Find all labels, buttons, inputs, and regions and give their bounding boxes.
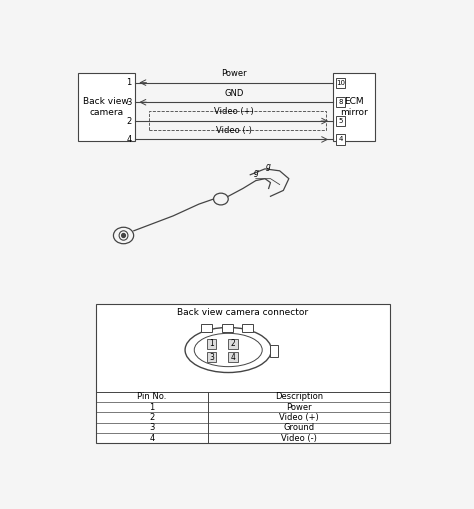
Bar [207,352,217,362]
Text: 4: 4 [230,353,236,361]
Bar [271,345,278,357]
Bar [78,73,135,142]
Text: 1: 1 [210,339,214,348]
Text: 4: 4 [149,434,155,442]
Text: Power: Power [286,403,311,412]
Bar [336,134,346,145]
Text: Pin No.: Pin No. [137,392,166,402]
Text: 5: 5 [338,118,343,124]
Bar [242,324,253,331]
Text: Back view camera connector: Back view camera connector [177,308,309,317]
Bar [149,111,326,130]
Bar [207,338,217,349]
Text: 3: 3 [209,353,214,361]
Text: Video (+): Video (+) [214,107,254,117]
Circle shape [122,234,125,237]
Bar [336,97,346,107]
Text: 3: 3 [149,423,155,432]
Bar [333,73,375,142]
Text: 2: 2 [127,117,132,126]
Text: 1: 1 [127,78,132,87]
Text: 1: 1 [149,403,155,412]
Text: g: g [266,162,271,171]
Text: Video (-): Video (-) [281,434,317,442]
Text: ECM
mirror: ECM mirror [340,97,368,117]
Text: Back view
camera: Back view camera [83,97,129,117]
Bar [228,338,238,349]
Text: 4: 4 [338,136,343,143]
Text: g: g [253,167,258,177]
Text: 8: 8 [338,99,343,105]
Bar [96,304,390,443]
Text: Description: Description [275,392,323,402]
Bar [201,324,212,331]
Bar [336,77,346,88]
Text: Power: Power [221,69,246,78]
Text: 4: 4 [127,135,132,144]
Text: Video (+): Video (+) [279,413,319,422]
Bar [222,324,233,331]
Text: 2: 2 [231,339,236,348]
Text: 3: 3 [126,98,132,107]
Bar [228,352,238,362]
Text: GND: GND [224,89,244,98]
Text: 2: 2 [149,413,155,422]
Bar [336,116,346,126]
Text: Ground: Ground [283,423,314,432]
Text: Video (-): Video (-) [216,126,252,135]
Text: 10: 10 [336,79,345,86]
